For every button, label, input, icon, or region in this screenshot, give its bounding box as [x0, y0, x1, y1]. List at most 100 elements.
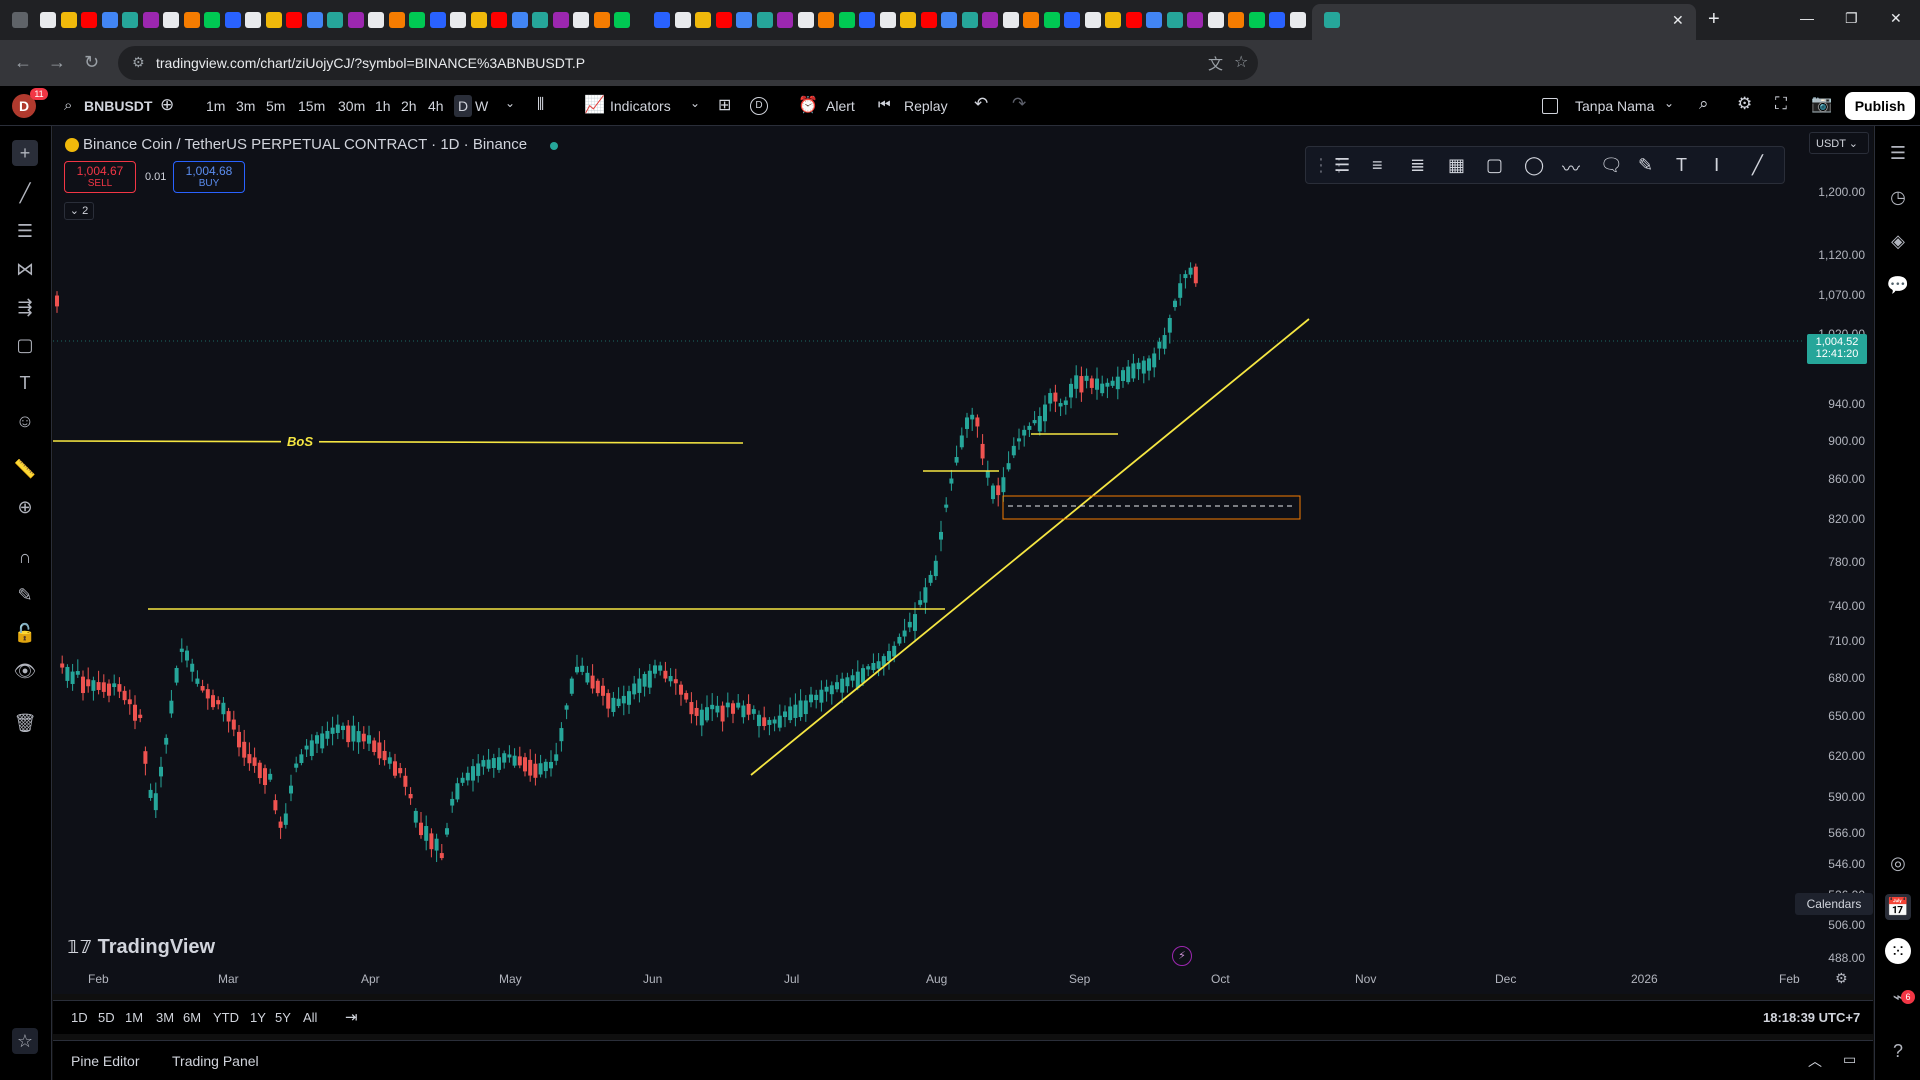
pinned-tab-favicon-icon[interactable]: [1064, 12, 1080, 28]
pinned-tab-favicon-icon[interactable]: [409, 12, 425, 28]
sell-button[interactable]: 1,004.67 SELL: [64, 161, 136, 193]
pinned-tab-favicon-icon[interactable]: [286, 12, 302, 28]
redo-icon[interactable]: ↷: [1012, 94, 1027, 113]
interval-dropdown-icon[interactable]: ⌄: [505, 96, 516, 110]
price-axis[interactable]: USDT ⌄ 1,200.001,120.001,070.001,020.009…: [1803, 126, 1873, 982]
pinned-tab-favicon-icon[interactable]: [1248, 12, 1265, 28]
hide-eye-icon[interactable]: 👁: [13, 661, 37, 681]
interval-4h-button[interactable]: 4h: [428, 98, 444, 114]
pattern-icon[interactable]: ⋈: [16, 259, 34, 279]
templates-grid-icon[interactable]: ⊞: [718, 97, 732, 114]
favorites-star-icon[interactable]: ☆: [12, 1028, 38, 1054]
time-axis[interactable]: Feb Mar Apr May Jun Jul Aug Sep Oct Nov Dec 2026 Feb…: [53, 964, 1848, 994]
pinned-tab-favicon-icon[interactable]: [470, 12, 487, 28]
go-to-date-icon[interactable]: ⇥: [345, 1009, 358, 1026]
pinned-tab-favicon-icon[interactable]: [511, 12, 528, 28]
pinned-tab-favicon-icon[interactable]: [327, 12, 343, 28]
pinned-tab-favicon-icon[interactable]: [368, 12, 384, 28]
news-feed-icon[interactable]: ⌁: [1892, 987, 1904, 1007]
publish-button[interactable]: Publish: [1845, 92, 1915, 120]
pinned-tab-favicon-icon[interactable]: [81, 12, 97, 28]
pinned-tab-favicon-icon[interactable]: [573, 12, 589, 28]
trading-panel-tab[interactable]: Trading Panel: [172, 1053, 259, 1069]
range-5d-button[interactable]: 5D: [98, 1010, 115, 1025]
rectangle-icon[interactable]: ▢: [1486, 155, 1504, 175]
pinned-tab-favicon-icon[interactable]: [552, 12, 569, 28]
pinned-tab-favicon-icon[interactable]: [900, 12, 916, 28]
trend-line-icon[interactable]: ╱: [19, 183, 31, 203]
pinned-tab-favicon-icon[interactable]: [818, 12, 834, 28]
new-tab-button[interactable]: +: [1708, 8, 1720, 30]
forward-icon[interactable]: →: [48, 52, 66, 72]
range-5y-button[interactable]: 5Y: [275, 1010, 291, 1025]
ruler-icon[interactable]: 📏: [13, 459, 37, 479]
fib-channel-icon[interactable]: ≣: [1410, 155, 1426, 175]
pinned-tab-favicon-icon[interactable]: [224, 12, 241, 28]
interval-15m-button[interactable]: 15m: [298, 98, 326, 114]
pinned-tab-favicon-icon[interactable]: [838, 12, 855, 28]
candlestick-chart[interactable]: BoS: [53, 126, 1803, 962]
pinned-tab-favicon-icon[interactable]: [674, 12, 691, 28]
layout-checkbox[interactable]: [1542, 98, 1558, 114]
trash-icon[interactable]: 🗑: [13, 713, 37, 733]
pinned-tab-favicon-icon[interactable]: [1084, 12, 1101, 28]
pinned-tab-favicon-icon[interactable]: [1207, 12, 1224, 28]
alert-clock-icon[interactable]: ⏰: [798, 97, 818, 114]
pinned-tab-favicon-icon[interactable]: [1002, 12, 1019, 28]
interval-w-button[interactable]: W: [475, 98, 489, 114]
pinned-tab-favicon-icon[interactable]: [532, 12, 548, 28]
help-icon[interactable]: ?: [1892, 1041, 1903, 1061]
pinned-tab-favicon-icon[interactable]: [593, 12, 610, 28]
utc-clock[interactable]: 18:18:39 UTC+7: [1763, 1010, 1861, 1025]
symbol-search-icon[interactable]: ⌕: [64, 97, 73, 114]
indicators-dropdown-icon[interactable]: ⌄: [690, 96, 701, 110]
pinned-tab-favicon-icon[interactable]: [654, 12, 670, 28]
axis-settings-icon[interactable]: ⚙: [1835, 970, 1848, 986]
pinned-tab-favicon-icon[interactable]: [797, 12, 814, 28]
pinned-tab-favicon-icon[interactable]: [920, 12, 937, 28]
pinned-tab-favicon-icon[interactable]: [1146, 12, 1162, 28]
pinned-tab-favicon-icon[interactable]: [859, 12, 875, 28]
pinned-tab-favicon-icon[interactable]: [777, 12, 793, 28]
prediction-icon[interactable]: ⇶: [17, 297, 33, 317]
translate-icon[interactable]: 文: [1208, 56, 1224, 73]
bookmark-star-icon[interactable]: ☆: [1234, 54, 1249, 71]
pinned-tab-favicon-icon[interactable]: [204, 12, 220, 28]
settings-gear-icon[interactable]: ⚙: [1737, 94, 1753, 113]
panel-maximize-icon[interactable]: ▭: [1843, 1051, 1857, 1067]
trend-line-tool-icon[interactable]: ╱: [1752, 155, 1763, 175]
anchored-text-icon[interactable]: Ⅰ: [1714, 155, 1720, 175]
pinned-tab-favicon-icon[interactable]: [715, 12, 732, 28]
text-icon[interactable]: T: [1676, 155, 1687, 175]
pinned-tab-favicon-icon[interactable]: [265, 12, 282, 28]
products-grid-icon[interactable]: ⁙: [1885, 938, 1911, 964]
horizontal-lines-icon[interactable]: ☰: [1334, 155, 1351, 175]
layout-name[interactable]: Tanpa Nama: [1575, 98, 1655, 114]
chart-type-candles-icon[interactable]: ⫴: [537, 95, 545, 114]
panel-collapse-icon[interactable]: ︿: [1808, 1053, 1822, 1069]
pine-editor-tab[interactable]: Pine Editor: [71, 1053, 140, 1069]
interval-3m-button[interactable]: 3m: [236, 98, 256, 114]
pinned-tab-favicon-icon[interactable]: [1125, 12, 1142, 28]
circle-icon[interactable]: ◯: [1524, 155, 1545, 175]
undo-icon[interactable]: ↶: [974, 94, 989, 113]
pinned-tab-favicon-icon[interactable]: [122, 12, 138, 28]
parallel-channel-icon[interactable]: ≡: [1372, 155, 1383, 175]
text-tool-icon[interactable]: T: [19, 373, 31, 393]
fib-retracement-icon[interactable]: ☰: [16, 221, 34, 241]
pinned-tab-favicon-icon[interactable]: [961, 12, 978, 28]
pinned-tab-favicon-icon[interactable]: [1187, 12, 1203, 28]
pinned-tab-favicon-icon[interactable]: [1105, 12, 1121, 28]
calendars-icon[interactable]: 📅: [1885, 894, 1911, 920]
hotlists-target-icon[interactable]: ◎: [1890, 853, 1906, 873]
grid-table-icon[interactable]: ▦: [1448, 155, 1466, 175]
drag-handle-icon[interactable]: ⋮⋮: [1312, 155, 1348, 175]
magnet-icon[interactable]: ∩: [18, 547, 32, 567]
back-icon[interactable]: ←: [14, 52, 32, 72]
alerts-clock-icon[interactable]: ◷: [1890, 187, 1906, 207]
pinned-tab-favicon-icon[interactable]: [695, 12, 711, 28]
geometric-shapes-icon[interactable]: ▢: [16, 335, 34, 355]
pinned-tab-favicon-icon[interactable]: [306, 12, 323, 28]
range-1y-button[interactable]: 1Y: [250, 1010, 266, 1025]
pinned-tab-favicon-icon[interactable]: [101, 12, 118, 28]
